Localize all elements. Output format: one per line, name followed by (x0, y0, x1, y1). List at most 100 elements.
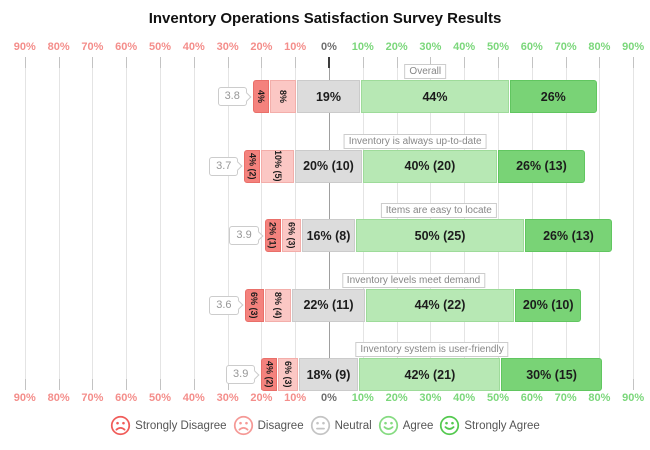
x-axis-tick-top (24, 57, 26, 68)
legend-item-neutral[interactable]: Neutral (310, 415, 372, 436)
neutral-face-icon (310, 415, 331, 436)
segment-disagree[interactable]: 6% (3) (281, 219, 301, 252)
segment-value-label: 4% (2) (264, 361, 275, 388)
segment-value-label: 8% (4) (272, 291, 283, 319)
x-axis-tick-bottom (24, 379, 26, 390)
legend-label: Neutral (334, 419, 372, 432)
segment-neutral[interactable]: 16% (8) (301, 219, 356, 252)
segment-neutral[interactable]: 22% (11) (291, 288, 366, 322)
segment-disagree[interactable]: 8% (4) (264, 288, 291, 322)
segment-disagree[interactable]: 10% (5) (261, 149, 295, 183)
segment-strongly-disagree[interactable]: 4% (252, 80, 269, 113)
segment-value-label: 40% (20) (404, 159, 456, 173)
segment-strongly-disagree[interactable]: 4% (2) (261, 358, 278, 391)
segment-strongly-agree[interactable]: 26% (13) (498, 149, 585, 183)
gridline (261, 57, 263, 390)
x-axis-label-top: 0% (321, 41, 337, 53)
x-axis-label-top: 50% (486, 41, 510, 53)
gridline (193, 57, 195, 390)
x-axis-label-bottom: 10% (284, 392, 307, 404)
x-axis-label-top: 90% (622, 41, 645, 53)
segment-agree[interactable]: 42% (21) (359, 358, 501, 391)
gridline (92, 57, 94, 390)
segment-strongly-agree[interactable]: 26% (509, 80, 597, 113)
segment-agree[interactable]: 44% (22) (366, 288, 514, 322)
segment-agree[interactable]: 50% (25) (356, 219, 525, 252)
segment-value-label: 2% (1) (267, 222, 278, 249)
x-axis-label-top: 20% (385, 41, 408, 53)
x-axis-label-bottom: 40% (453, 392, 476, 404)
segment-strongly-agree[interactable]: 26% (13) (525, 219, 612, 252)
x-axis-tick-top (261, 57, 263, 68)
segment-strongly-agree[interactable]: 20% (10) (514, 288, 582, 322)
x-axis-tick-top (531, 57, 533, 68)
chart-title: Inventory Operations Satisfaction Survey… (148, 10, 502, 27)
x-axis-label-top: 70% (81, 41, 104, 53)
gridline (126, 57, 128, 390)
legend-item-agree[interactable]: Agree (378, 415, 434, 436)
x-axis-tick-bottom (633, 379, 635, 390)
x-axis-label-bottom: 30% (216, 392, 239, 404)
gridline (227, 57, 229, 390)
segment-disagree[interactable]: 8% (269, 80, 296, 113)
score-callout: 3.6 (209, 295, 239, 315)
legend: Strongly Disagree Disagree Neutral Agree Str… (0, 415, 650, 436)
x-axis-label-top: 20% (250, 41, 273, 53)
x-axis-label-bottom: 90% (13, 392, 36, 404)
x-axis-label-bottom: 20% (250, 392, 273, 404)
x-axis-tick-top (599, 57, 601, 68)
x-axis-label-top: 50% (148, 41, 172, 53)
score-callout: 3.9 (226, 365, 256, 384)
x-axis-label-top: 60% (520, 41, 543, 53)
x-axis-label-top: 70% (554, 41, 577, 53)
segment-neutral[interactable]: 20% (10) (295, 149, 362, 183)
score-callout: 3.7 (209, 156, 239, 176)
x-axis-label-top: 10% (351, 41, 374, 53)
x-axis-tick-bottom (160, 379, 161, 390)
x-axis-tick-top (396, 57, 398, 68)
segment-strongly-disagree[interactable]: 4% (2) (244, 149, 261, 183)
segment-agree[interactable]: 40% (20) (362, 149, 497, 183)
happy-face-icon (378, 415, 399, 436)
row-title: Inventory system is user-friendly (355, 342, 509, 357)
legend-item-strongly-agree[interactable]: Strongly Agree (439, 415, 540, 436)
x-axis-label-bottom: 80% (47, 392, 70, 404)
segment-value-label: 30% (15) (526, 367, 577, 382)
segment-value-label: 18% (9) (306, 367, 351, 382)
x-axis-tick-top (160, 57, 161, 68)
legend-item-strongly-disagree[interactable]: Strongly Disagree (110, 415, 227, 436)
segment-neutral[interactable]: 18% (9) (298, 358, 359, 391)
segment-value-label: 22% (11) (303, 298, 354, 312)
legend-item-disagree[interactable]: Disagree (233, 415, 304, 436)
x-axis-label-bottom: 80% (588, 392, 611, 404)
segment-value-label: 44% (422, 89, 448, 104)
legend-label: Agree (402, 419, 434, 432)
row-title: Items are easy to locate (380, 203, 497, 218)
x-axis-label-bottom: 10% (351, 392, 374, 404)
segment-disagree[interactable]: 6% (3) (278, 358, 298, 391)
score-callout: 3.8 (217, 87, 247, 106)
segment-strongly-agree[interactable]: 30% (15) (501, 358, 602, 391)
x-axis-label-bottom: 20% (385, 392, 408, 404)
segment-value-label: 44% (22) (414, 298, 466, 312)
segment-agree[interactable]: 44% (361, 80, 509, 113)
gridline (633, 57, 635, 390)
x-axis-tick-top (126, 57, 128, 68)
gridline (160, 57, 161, 390)
x-axis-tick-top (430, 57, 432, 68)
x-axis-label-top: 60% (115, 41, 138, 53)
x-axis-label-top: 40% (453, 41, 476, 53)
segment-strongly-disagree[interactable]: 6% (3) (244, 288, 264, 322)
segment-strongly-disagree[interactable]: 2% (1) (264, 219, 281, 252)
legend-label: Strongly Disagree (135, 419, 227, 432)
x-axis-label-top: 10% (284, 41, 307, 53)
segment-value-label: 26% (540, 89, 566, 104)
segment-neutral[interactable]: 19% (296, 80, 361, 113)
x-axis-label-top: 30% (216, 41, 239, 53)
segment-value-label: 4% (2) (247, 152, 258, 180)
x-axis-label-top: 80% (588, 41, 611, 53)
x-axis-tick-top (633, 57, 635, 68)
gridline (24, 57, 26, 390)
segment-value-label: 16% (8) (306, 228, 351, 243)
